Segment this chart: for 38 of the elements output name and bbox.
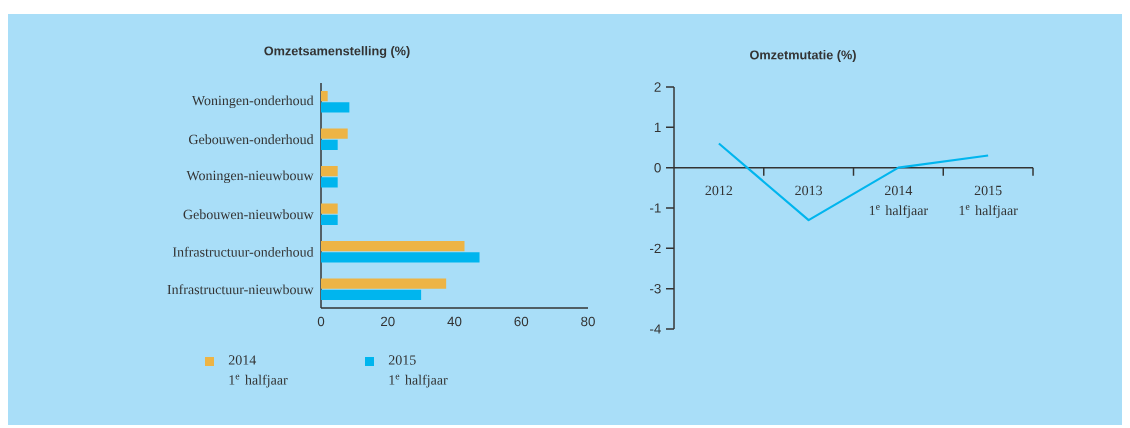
y-tick-label: 0 — [654, 162, 661, 173]
y-tick-label: -4 — [650, 324, 661, 334]
x-tick-label: 2012 — [705, 185, 733, 196]
legend-label: 2014 1$^{e}$ halfjaar — [228, 355, 288, 388]
y-tick-label: Infrastructuur-nieuwbouw — [167, 284, 314, 295]
bar — [321, 252, 480, 263]
y-tick-label: -2 — [650, 243, 661, 253]
legend-label: 2015 1$^{e}$ halfjaar — [388, 355, 448, 388]
bar — [321, 139, 338, 150]
x-tick-label: 40 — [447, 316, 462, 327]
x-tick-label: 0 — [317, 316, 325, 327]
bar — [321, 177, 338, 188]
bar — [321, 278, 447, 289]
y-tick-label: 2 — [654, 82, 661, 92]
bar — [321, 214, 338, 225]
x-tick-label: 2014 1$^{e}$ halfjaar — [869, 185, 928, 218]
y-tick-label: 1 — [654, 122, 661, 132]
y-tick-label: Gebouwen-nieuwbouw — [183, 209, 314, 220]
bar — [321, 166, 338, 177]
y-tick-label: Infrastructuur-onderhoud — [172, 246, 314, 257]
x-tick-label: 2015 1$^{e}$ halfjaar — [959, 185, 1018, 218]
bar — [321, 91, 328, 102]
y-tick-label: -1 — [650, 203, 661, 213]
chart-title: Omzetmutatie (%) — [750, 50, 856, 62]
bar — [321, 203, 338, 214]
x-tick-label: 80 — [581, 316, 595, 327]
bar — [321, 241, 465, 252]
x-tick-label: 20 — [381, 316, 395, 327]
y-tick-label: Woningen-onderhoud — [191, 95, 314, 109]
bar — [321, 102, 350, 113]
y-tick-label: Woningen-nieuwbouw — [186, 170, 314, 184]
y-tick-label: Gebouwen-onderhoud — [189, 134, 314, 145]
x-tick-label: 2013 — [795, 185, 823, 196]
x-tick-label: 60 — [514, 316, 529, 327]
chart-title: Omzetsamenstelling (%) — [264, 46, 410, 58]
bar — [321, 289, 422, 300]
y-tick-label: -3 — [650, 283, 661, 294]
bar — [321, 128, 348, 139]
